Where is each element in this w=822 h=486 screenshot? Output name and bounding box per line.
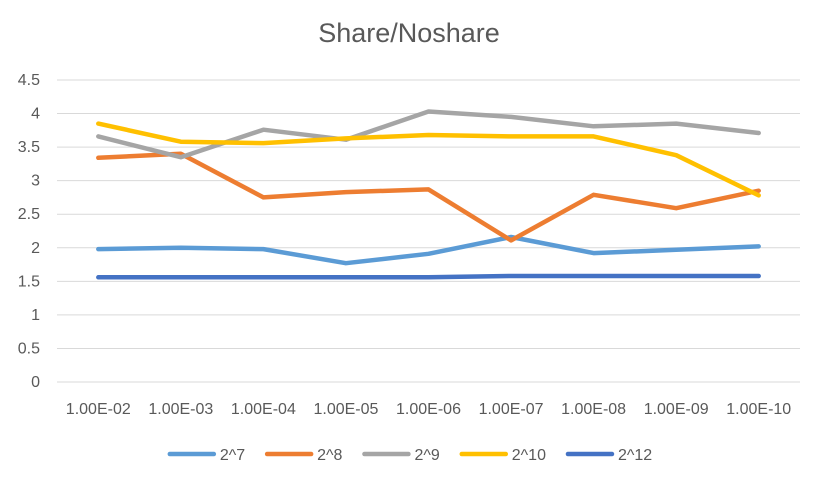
x-tick-label: 1.00E-10 bbox=[726, 401, 791, 418]
series-line-2 bbox=[96, 109, 761, 160]
series-lines bbox=[96, 109, 761, 280]
chart-title: Share/Noshare bbox=[318, 18, 500, 48]
legend-label-2: 2^9 bbox=[414, 447, 439, 464]
series-line-3 bbox=[96, 121, 761, 198]
y-tick-label: 2 bbox=[31, 240, 40, 257]
series-line-1 bbox=[96, 151, 761, 243]
x-axis-ticks: 1.00E-02 1.00E-03 1.00E-04 1.00E-05 1.00E-06… bbox=[66, 401, 791, 418]
y-tick-label: 0.5 bbox=[18, 340, 40, 357]
y-tick-label: 1 bbox=[31, 307, 40, 324]
y-tick-label: 2.5 bbox=[18, 206, 40, 223]
x-tick-label: 1.00E-04 bbox=[231, 401, 296, 418]
y-tick-label: 1.5 bbox=[18, 273, 40, 290]
y-axis-ticks: 0 0.5 1 1.5 2 2.5 3 3.5 4 4.5 bbox=[18, 72, 40, 391]
x-tick-label: 1.00E-06 bbox=[396, 401, 461, 418]
x-tick-label: 1.00E-05 bbox=[313, 401, 378, 418]
legend-label-4: 2^12 bbox=[618, 447, 652, 464]
x-tick-label: 1.00E-03 bbox=[148, 401, 213, 418]
y-tick-label: 4.5 bbox=[18, 72, 40, 89]
y-tick-label: 0 bbox=[31, 374, 40, 391]
y-tick-label: 4 bbox=[31, 106, 40, 123]
legend-label-0: 2^7 bbox=[220, 447, 245, 464]
x-tick-label: 1.00E-08 bbox=[561, 401, 626, 418]
series-line-0 bbox=[96, 234, 761, 266]
series-line-4 bbox=[96, 273, 761, 280]
legend-label-1: 2^8 bbox=[317, 447, 342, 464]
legend-label-3: 2^10 bbox=[512, 447, 546, 464]
x-tick-label: 1.00E-07 bbox=[479, 401, 544, 418]
x-tick-label: 1.00E-09 bbox=[644, 401, 709, 418]
legend: 2^7 2^8 2^9 2^10 2^12 bbox=[167, 447, 652, 464]
x-tick-label: 1.00E-02 bbox=[66, 401, 131, 418]
y-tick-label: 3.5 bbox=[18, 139, 40, 156]
y-tick-label: 3 bbox=[31, 173, 40, 190]
